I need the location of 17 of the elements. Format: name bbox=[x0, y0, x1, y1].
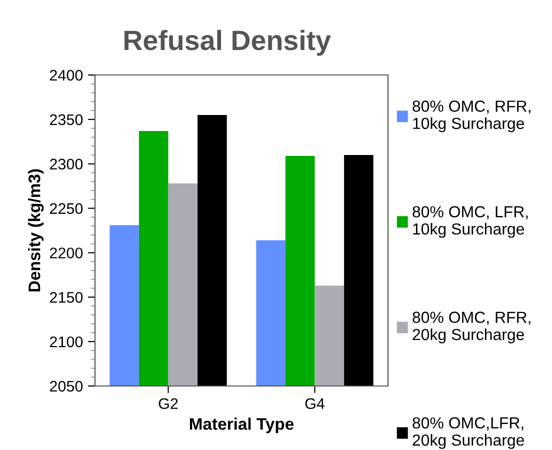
legend-label: 80% OMC, LFR, 10kg Surcharge bbox=[412, 206, 528, 238]
y-tick-label: 2050 bbox=[50, 380, 83, 392]
y-tick-label: 2100 bbox=[50, 336, 83, 348]
y-tick-label: 2350 bbox=[50, 114, 83, 126]
legend-label: 80% OMC, RFR, 20kg Surcharge bbox=[412, 312, 530, 344]
x-axis-title: Material Type bbox=[190, 418, 294, 434]
x-tick-label: G4 bbox=[305, 398, 324, 410]
y-axis-title: Density (kg/m3) bbox=[28, 169, 44, 292]
y-tick-label: 2300 bbox=[50, 158, 83, 170]
y-tick-label: 2400 bbox=[50, 70, 83, 81]
y-tick-label: 2150 bbox=[50, 292, 83, 303]
legend-label: 80% OMC, RFR, 10kg Surcharge bbox=[412, 100, 530, 132]
y-tick-label: 2250 bbox=[50, 203, 83, 214]
chart-title: Refusal Density bbox=[124, 30, 331, 56]
legend-label: 80% OMC,LFR, 20kg Surcharge bbox=[412, 417, 524, 449]
x-tick-label: G2 bbox=[158, 398, 178, 410]
y-tick-label: 2200 bbox=[50, 248, 83, 258]
